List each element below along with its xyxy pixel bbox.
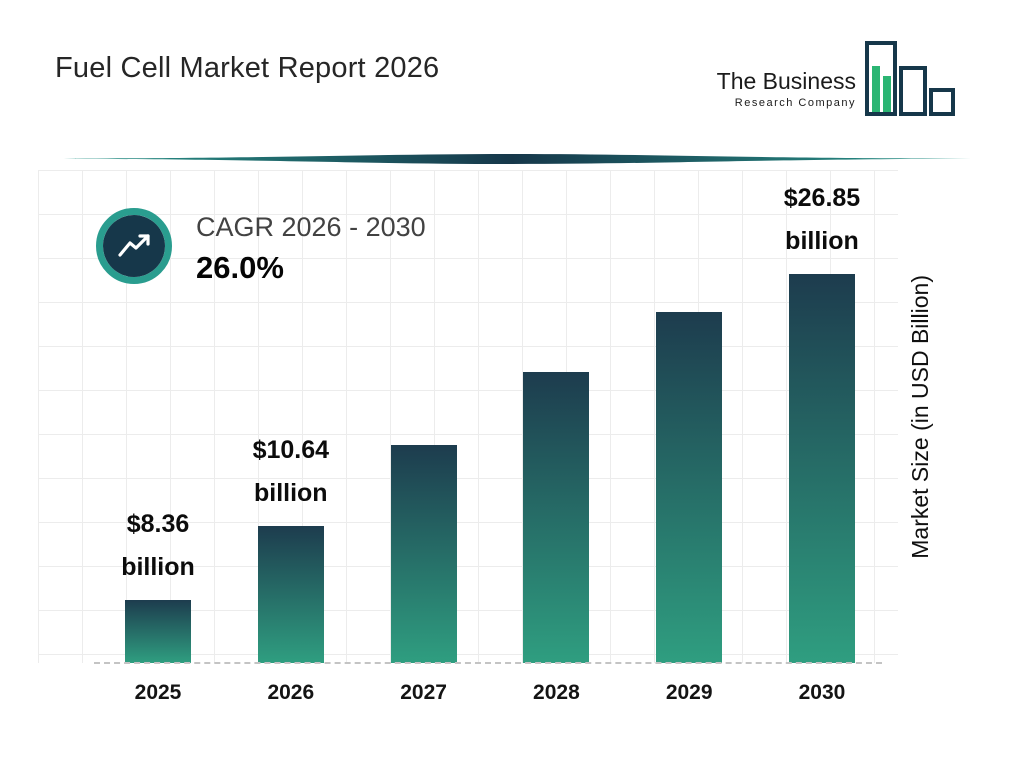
y-axis-label: Market Size (in USD Billion) <box>906 274 933 559</box>
cagr-badge-group: CAGR 2026 - 2030 26.0% <box>96 208 426 286</box>
bar-column-2026: $10.64 billion 2026 <box>253 170 329 704</box>
bar-2025 <box>125 600 191 663</box>
bar-2027 <box>390 445 457 663</box>
bar-column-2028: 2028 <box>523 170 590 704</box>
cagr-value: 26.0% <box>196 250 284 285</box>
x-tick-label: 2026 <box>267 681 315 704</box>
bars-row: $8.36 billion 2025 $10.64 billion 2026 2027 202… <box>121 170 860 704</box>
chart-area: CAGR 2026 - 2030 26.0% $8.36 billion 2025 $… <box>38 170 898 704</box>
brand-name-line1: The Business <box>716 68 856 94</box>
cagr-label: CAGR 2026 - 2030 <box>196 212 426 242</box>
bar-2030 <box>788 274 855 663</box>
cagr-badge-ring <box>96 208 172 284</box>
bar-value-label: $26.85 billion <box>783 184 861 255</box>
brand-logo-text: The Business Research Company <box>717 68 856 109</box>
x-tick-label: 2025 <box>134 681 182 704</box>
bar-2026 <box>257 526 324 663</box>
bar-column-2027: 2027 <box>390 170 457 704</box>
bar-column-2030: $26.85 billion 2030 <box>784 170 860 704</box>
x-tick-label: 2027 <box>400 681 447 704</box>
bar-2028 <box>523 372 590 663</box>
bar-value-label: $8.36 billion <box>121 510 195 581</box>
y-axis-label-wrap: Market Size (in USD Billion) <box>897 170 943 663</box>
x-tick-label: 2028 <box>533 681 580 704</box>
bar-column-2029: 2029 <box>656 170 723 704</box>
x-tick-label: 2030 <box>798 681 846 704</box>
x-axis-baseline <box>94 662 882 664</box>
brand-logo: The Business Research Company <box>717 40 960 120</box>
brand-name-line2: Research Company <box>734 97 856 109</box>
trend-up-icon <box>103 215 165 277</box>
x-tick-label: 2029 <box>665 681 713 704</box>
divider-rule <box>40 154 984 164</box>
cagr-text-block: CAGR 2026 - 2030 26.0% <box>196 212 426 286</box>
bar-2029 <box>656 312 723 663</box>
bar-column-2025: $8.36 billion 2025 <box>121 170 195 704</box>
bar-value-label: $10.64 billion <box>252 436 330 507</box>
page-title: Fuel Cell Market Report 2026 <box>55 52 440 84</box>
bar-chart-logo-icon <box>865 41 955 116</box>
